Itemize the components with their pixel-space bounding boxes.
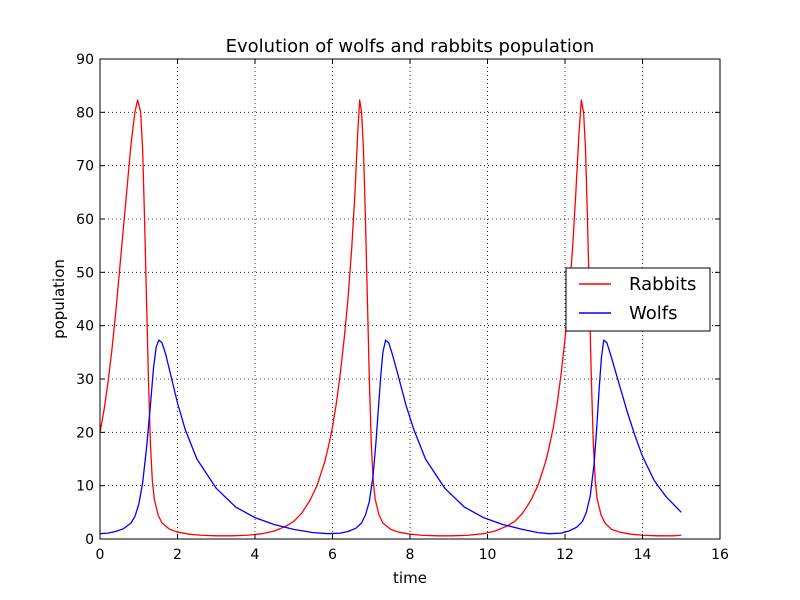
ticks <box>99 58 721 540</box>
legend-label-rabbits: Rabbits <box>629 274 696 295</box>
x-tick-label: 14 <box>634 547 652 563</box>
chart-title: Evolution of wolfs and rabbits populatio… <box>226 36 595 57</box>
x-tick-label: 16 <box>711 547 729 563</box>
y-tick-label: 0 <box>85 532 94 548</box>
legend: Rabbits Wolfs <box>565 267 711 332</box>
y-tick-label: 50 <box>76 265 94 281</box>
x-axis-label: time <box>393 569 427 587</box>
series-line-rabbits <box>99 99 682 537</box>
y-tick-label: 20 <box>76 425 94 441</box>
legend-label-wolfs: Wolfs <box>629 303 677 324</box>
tick-labels: 0 2 4 6 8 10 12 14 16 0 10 20 30 40 50 60 70 80 90 <box>76 52 729 563</box>
x-tick-label: 6 <box>328 547 337 563</box>
y-tick-label: 80 <box>76 105 94 121</box>
x-tick-label: 4 <box>251 547 260 563</box>
y-tick-label: 10 <box>76 479 94 495</box>
y-tick-label: 90 <box>76 52 94 68</box>
x-tick-label: 0 <box>96 547 105 563</box>
x-tick-label: 8 <box>406 547 415 563</box>
legend-box <box>565 267 711 332</box>
series-layer <box>99 99 682 537</box>
x-tick-label: 10 <box>479 547 497 563</box>
y-tick-label: 60 <box>76 212 94 228</box>
y-tick-label: 40 <box>76 319 94 335</box>
x-tick-label: 12 <box>556 547 574 563</box>
y-tick-label: 30 <box>76 372 94 388</box>
y-tick-label: 70 <box>76 159 94 175</box>
series-line-wolfs <box>99 339 682 535</box>
y-axis-label: population <box>50 259 68 339</box>
x-tick-label: 2 <box>173 547 182 563</box>
